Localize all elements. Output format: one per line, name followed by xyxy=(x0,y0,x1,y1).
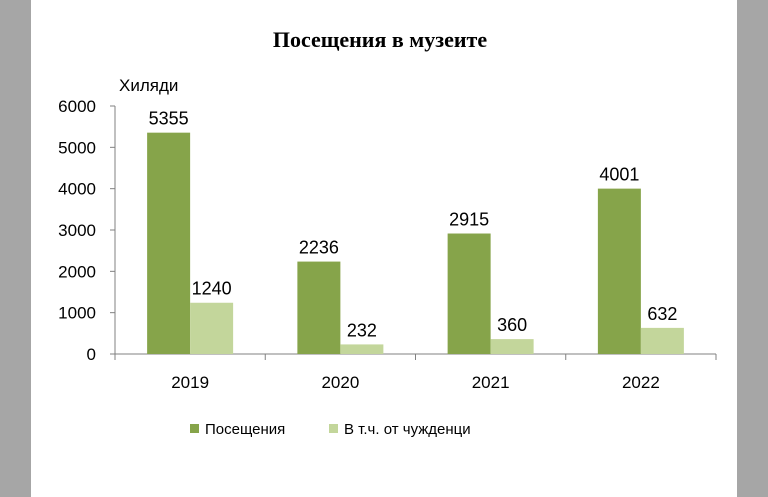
legend-label: Посещения xyxy=(205,421,285,438)
bar xyxy=(597,188,641,354)
data-label: 4001 xyxy=(599,165,639,185)
bar xyxy=(297,261,341,354)
bar xyxy=(490,339,534,354)
legend-swatch xyxy=(190,424,199,433)
legend-swatch xyxy=(329,424,338,433)
data-label: 5355 xyxy=(149,109,189,129)
x-tick-label: 2022 xyxy=(622,373,660,392)
y-tick-label: 0 xyxy=(87,345,96,364)
bar xyxy=(340,344,384,354)
y-tick-label: 1000 xyxy=(58,304,96,323)
y-tick-label: 6000 xyxy=(58,97,96,116)
y-tick-label: 5000 xyxy=(58,138,96,157)
data-label: 1240 xyxy=(192,279,232,299)
x-tick-label: 2021 xyxy=(472,373,510,392)
plot-area: 0 1000 2000 3000 4000 5000 6000 5355 1240 2019 223… xyxy=(58,97,717,392)
data-label: 632 xyxy=(647,304,677,324)
x-tick-label: 2019 xyxy=(171,373,209,392)
legend: Посещения В т.ч. от чужденци xyxy=(190,421,471,438)
y-tick-label: 2000 xyxy=(58,262,96,281)
chart-title: Посещения в музеите xyxy=(273,27,487,52)
data-label: 232 xyxy=(347,320,377,340)
y-tick-label: 3000 xyxy=(58,221,96,240)
legend-label: В т.ч. от чужденци xyxy=(344,421,471,438)
bar xyxy=(190,302,234,354)
y-axis-label: Хиляди xyxy=(119,76,178,95)
data-label: 360 xyxy=(497,315,527,335)
bar xyxy=(447,233,491,354)
x-tick-label: 2020 xyxy=(321,373,359,392)
data-label: 2915 xyxy=(449,210,489,230)
bar xyxy=(147,132,191,354)
bar xyxy=(640,327,684,354)
data-label: 2236 xyxy=(299,238,339,258)
y-tick-label: 4000 xyxy=(58,180,96,199)
